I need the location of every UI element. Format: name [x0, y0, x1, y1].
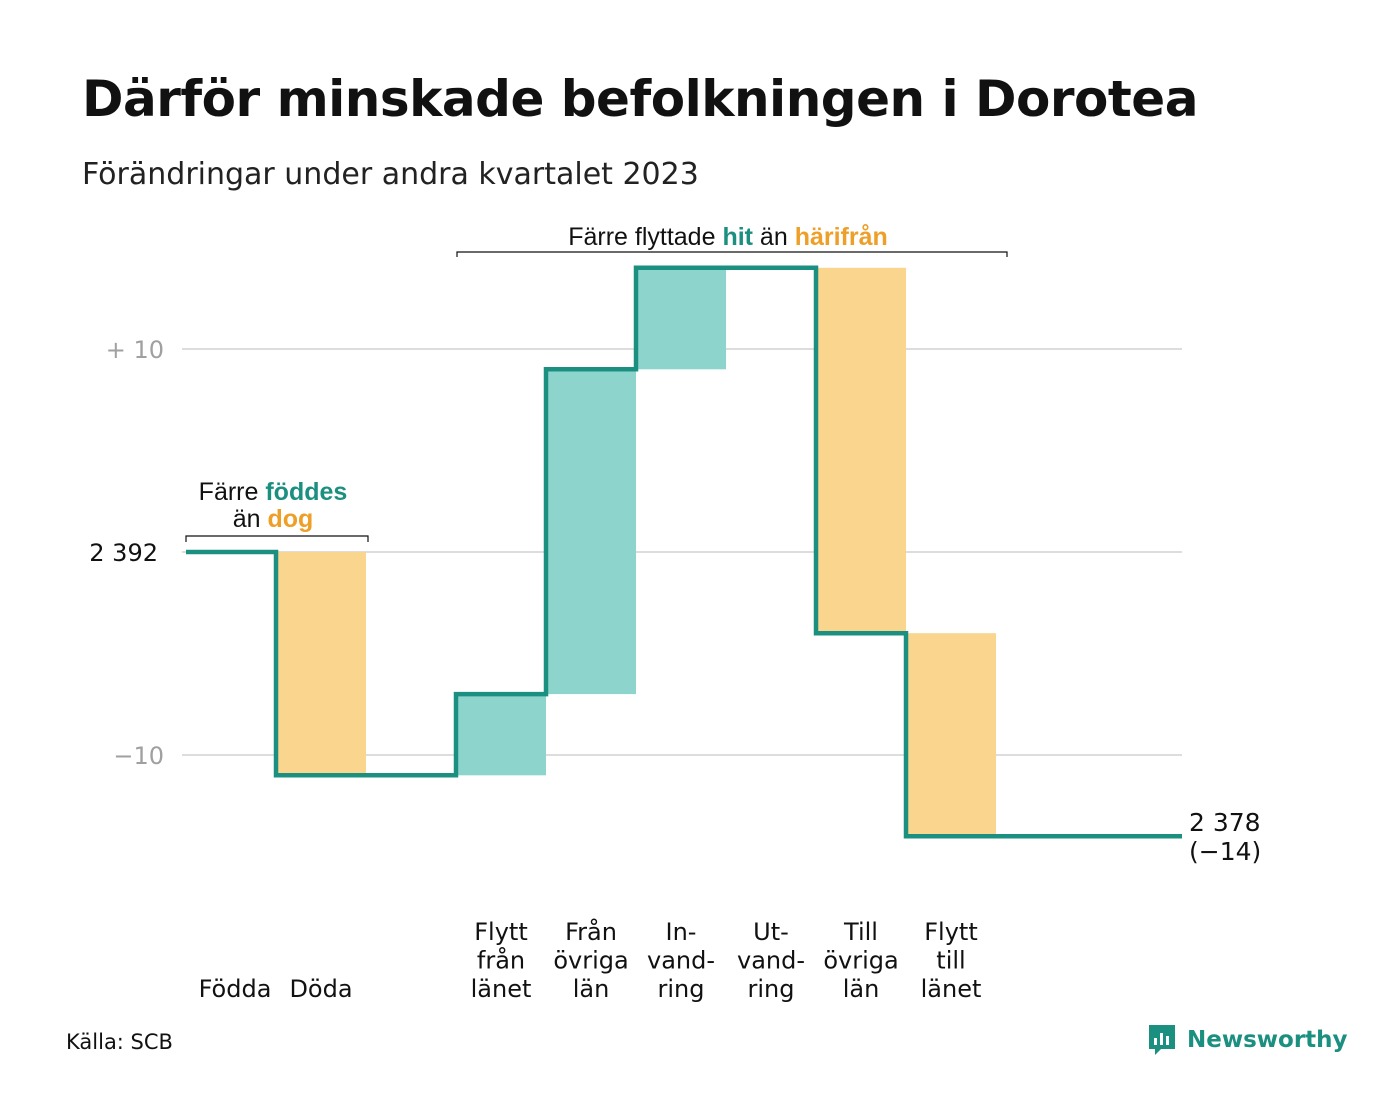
category-label: Från övriga län: [553, 917, 628, 1003]
y-tick-label: + 10: [106, 336, 164, 364]
waterfall-bar: [546, 369, 636, 695]
start-value-label: 2 392: [89, 539, 158, 567]
category-label: Ut-vand-ring: [737, 918, 805, 1003]
births-deaths-annotation-line2: än dog: [233, 505, 314, 533]
category-label: Till övriga län: [823, 918, 898, 1003]
births-deaths-annotation-line1: Färre föddes: [199, 478, 348, 506]
migration-bracket: [456, 251, 1008, 257]
migration-annotation: Färre flyttade hit än härifrån: [568, 223, 888, 251]
category-label: Födda: [199, 975, 272, 1003]
bars: [276, 267, 996, 837]
step-line: [186, 265, 1182, 839]
end-value-label: 2 378: [1189, 808, 1261, 837]
waterfall-bar: [276, 552, 366, 776]
waterfall-bar: [456, 694, 546, 776]
waterfall-bar: [906, 633, 996, 837]
brand-logo[interactable]: Newsworthy: [1146, 1022, 1348, 1058]
y-tick-label: −10: [113, 742, 164, 770]
brand-name: Newsworthy: [1187, 1027, 1348, 1053]
category-label: Flytt till länet: [921, 918, 982, 1003]
step-line-group: [186, 265, 1182, 839]
category-label: In-vand-ring: [647, 918, 715, 1003]
chart-title: Därför minskade befolkningen i Dorotea: [82, 70, 1198, 128]
newsworthy-logo-icon: [1149, 1025, 1175, 1055]
labels: + 10 −10 2 392 Födda Döda Flytt från länet Från ö…: [89, 223, 1261, 1003]
category-label: Flytt från länet: [471, 918, 532, 1003]
waterfall-bar: [816, 267, 906, 634]
category-label: Döda: [289, 975, 352, 1003]
waterfall-bar: [636, 267, 726, 370]
chart-subtitle: Förändringar under andra kvartalet 2023: [82, 157, 699, 192]
source-note: Källa: SCB: [66, 1030, 173, 1054]
births-deaths-bracket: [185, 535, 369, 542]
end-change-label: (−14): [1189, 837, 1261, 866]
